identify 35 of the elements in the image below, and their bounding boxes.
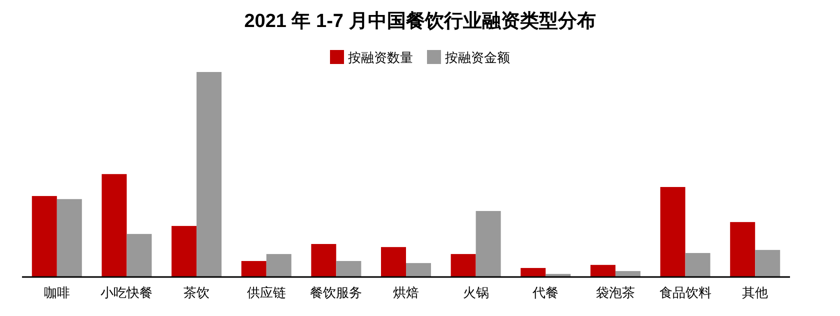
x-tick-label: 餐饮服务 (310, 285, 362, 300)
bar (241, 261, 266, 277)
bar (615, 271, 640, 277)
x-tick-label: 咖啡 (44, 285, 70, 300)
bar (381, 247, 406, 277)
bar (311, 244, 336, 277)
bar (520, 268, 546, 277)
bar (450, 254, 476, 277)
x-tick-label: 其他 (742, 285, 768, 300)
x-tick-label: 茶饮 (184, 285, 210, 300)
bar (266, 254, 292, 277)
bar (476, 210, 501, 277)
x-tick-label: 食品饮料 (659, 285, 712, 300)
x-tick-label: 小吃快餐 (100, 285, 153, 300)
legend-label: 按融资数量 (348, 50, 413, 65)
x-tick-label: 袋泡茶 (596, 285, 635, 300)
bar (32, 196, 57, 277)
x-tick-label: 火锅 (462, 285, 489, 300)
x-tick-label: 代餐 (532, 285, 559, 300)
chart-title: 2021 年 1-7 月中国餐饮行业融资类型分布 (244, 10, 596, 32)
bar (660, 187, 686, 277)
bar (56, 199, 82, 277)
bar (102, 174, 127, 277)
bar (196, 72, 222, 277)
x-tick-label: 烘焙 (393, 285, 419, 300)
legend-label: 按融资金额 (445, 50, 510, 65)
bar (406, 263, 431, 277)
bar (685, 253, 710, 277)
bar (126, 234, 152, 277)
bar (172, 226, 197, 277)
bar (336, 261, 362, 277)
bar (755, 250, 780, 277)
bar (730, 222, 756, 277)
x-tick-label: 供应链 (246, 285, 286, 300)
bar (590, 264, 616, 277)
